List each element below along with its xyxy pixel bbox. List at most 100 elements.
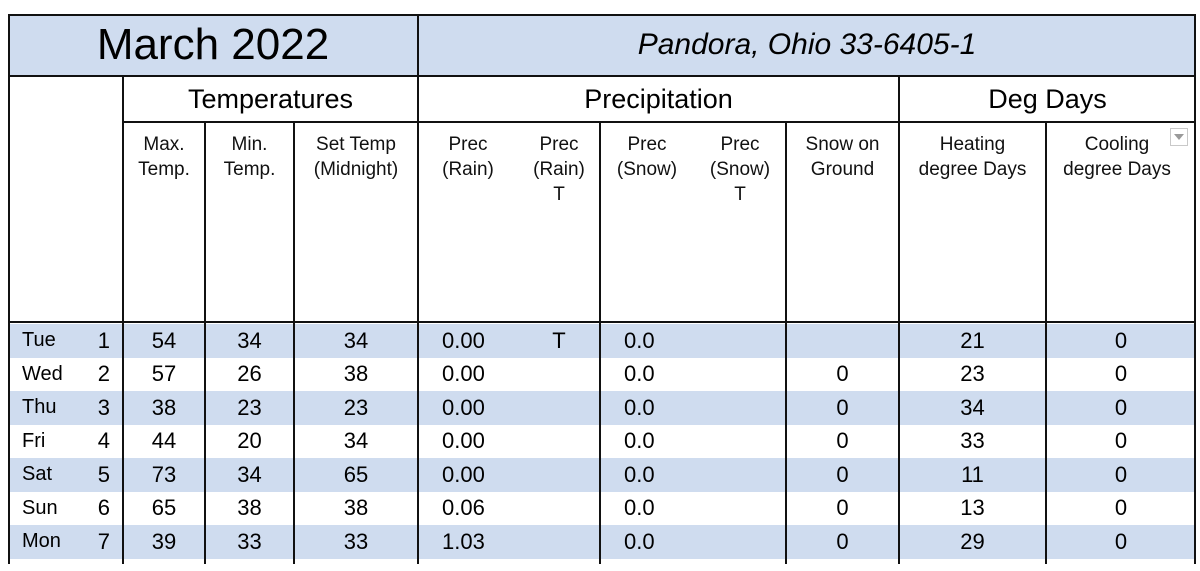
col-header-set-temp: Set Temp (Midnight) <box>313 134 399 180</box>
max-temp-cell: 57 <box>151 361 177 387</box>
grid-line <box>8 14 10 564</box>
prec-snow-t-cell <box>694 391 786 425</box>
table-row: Fri 4 44 20 34 0.00 0.0 0 33 0 <box>8 425 1196 459</box>
weekday-cell: Fri <box>22 429 46 452</box>
max-temp-cell: 39 <box>151 528 177 554</box>
snow-on-ground-cell: 0 <box>836 461 849 487</box>
snow-on-ground-cell: 0 <box>836 394 849 420</box>
month-title: March 2022 <box>8 14 418 76</box>
prec-rain-cell: 1.03 <box>442 528 485 554</box>
grid-line <box>8 75 1196 77</box>
prec-snow-t-cell <box>694 458 786 492</box>
cooling-degree-days-cell: 0 <box>1114 428 1128 454</box>
prec-rain-cell: 0.00 <box>442 327 485 353</box>
grid-line <box>122 76 124 564</box>
weekday-cell: Sun <box>22 496 58 519</box>
weekday-cell: Tue <box>22 329 56 352</box>
prec-snow-t-cell <box>694 492 786 526</box>
col-header-prec-rain-t: Prec (Rain) T <box>533 134 585 205</box>
grid-line <box>1194 14 1196 564</box>
date-cell: 6 <box>97 495 110 521</box>
grid-line <box>417 14 419 564</box>
deg-days-group-header: Deg Days <box>988 83 1107 114</box>
prec-rain-t-cell <box>518 391 600 425</box>
table-row: Tue 1 54 34 34 0.00 T 0.0 21 0 <box>8 324 1196 358</box>
snow-on-ground-cell: 0 <box>836 428 849 454</box>
max-temp-cell: 73 <box>151 461 177 487</box>
prec-snow-cell: 0.0 <box>624 361 655 387</box>
set-temp-cell: 34 <box>343 428 369 454</box>
set-temp-cell: 38 <box>343 495 369 521</box>
cooling-degree-days-cell: 0 <box>1114 528 1128 554</box>
temperatures-group-header: Temperatures <box>187 83 354 114</box>
grid-line <box>204 122 206 564</box>
heating-degree-days-cell: 13 <box>960 495 985 521</box>
col-header-heating-degree-days: Heating degree Days <box>918 134 1027 180</box>
set-temp-cell: 34 <box>343 327 369 353</box>
prec-snow-t-cell <box>694 358 786 392</box>
cooling-degree-days-cell: 0 <box>1114 327 1128 353</box>
cooling-degree-days-cell: 0 <box>1114 461 1128 487</box>
prec-rain-t-cell <box>518 525 600 559</box>
set-temp-cell: 33 <box>343 528 369 554</box>
grid-line <box>1045 122 1047 564</box>
prec-rain-cell: 0.00 <box>442 428 485 454</box>
cooling-degree-days-cell: 0 <box>1114 394 1128 420</box>
col-header-prec-snow: Prec (Snow) <box>616 134 678 180</box>
min-temp-cell: 33 <box>237 528 262 554</box>
location-title: Pandora, Ohio 33-6405-1 <box>418 14 1196 76</box>
col-header-min-temp: Min. Temp. <box>223 134 276 180</box>
snow-on-ground-cell: 0 <box>836 361 849 387</box>
cooling-degree-days-cell: 0 <box>1114 361 1128 387</box>
prec-rain-t-cell <box>518 425 600 459</box>
max-temp-cell: 38 <box>151 394 177 420</box>
min-temp-cell: 23 <box>237 394 262 420</box>
max-temp-cell: 65 <box>151 495 177 521</box>
prec-snow-cell: 0.0 <box>624 428 655 454</box>
col-header-max-temp: Max. Temp. <box>138 134 190 180</box>
snow-on-ground-cell <box>786 324 899 358</box>
set-temp-cell: 65 <box>343 461 369 487</box>
max-temp-cell: 54 <box>151 327 177 353</box>
grid-line <box>8 14 1196 16</box>
snow-on-ground-cell: 0 <box>836 528 849 554</box>
weekday-cell: Sat <box>22 463 53 486</box>
weekday-cell: Mon <box>22 530 61 553</box>
min-temp-cell: 34 <box>237 461 262 487</box>
grid-line <box>122 121 1196 123</box>
prec-rain-t-cell <box>518 492 600 526</box>
prec-snow-cell: 0.0 <box>624 528 655 554</box>
prec-snow-cell: 0.0 <box>624 461 655 487</box>
min-temp-cell: 38 <box>237 495 262 521</box>
table-row: Sun 6 65 38 38 0.06 0.0 0 13 0 <box>8 492 1196 526</box>
date-cell: 3 <box>97 394 110 420</box>
snow-on-ground-cell: 0 <box>836 495 849 521</box>
table-row: Wed 2 57 26 38 0.00 0.0 0 23 0 <box>8 358 1196 392</box>
min-temp-cell: 20 <box>237 428 262 454</box>
heating-degree-days-cell: 34 <box>960 394 985 420</box>
table-row: Mon 7 39 33 33 1.03 0.0 0 29 0 <box>8 525 1196 559</box>
prec-snow-cell: 0.0 <box>624 327 655 353</box>
prec-rain-cell: 0.00 <box>442 361 485 387</box>
col-header-cooling-degree-days: Cooling degree Days <box>1063 134 1171 180</box>
min-temp-cell: 34 <box>237 327 262 353</box>
date-cell: 7 <box>97 528 110 554</box>
chevron-down-icon <box>1174 134 1184 140</box>
prec-snow-cell: 0.0 <box>624 495 655 521</box>
prec-rain-t-cell: T <box>552 327 566 353</box>
grid-line <box>8 321 1196 323</box>
heating-degree-days-cell: 23 <box>960 361 985 387</box>
cooling-degree-days-cell: 0 <box>1114 495 1128 521</box>
prec-snow-cell: 0.0 <box>624 394 655 420</box>
filter-dropdown-button[interactable] <box>1170 128 1188 146</box>
max-temp-cell: 44 <box>151 428 177 454</box>
set-temp-cell: 23 <box>343 394 369 420</box>
table-row: Thu 3 38 23 23 0.00 0.0 0 34 0 <box>8 391 1196 425</box>
prec-rain-cell: 0.06 <box>442 495 485 521</box>
grid-line <box>293 122 295 564</box>
date-cell: 2 <box>97 361 110 387</box>
set-temp-cell: 38 <box>343 361 369 387</box>
prec-snow-t-cell <box>694 324 786 358</box>
prec-rain-cell: 0.00 <box>442 461 485 487</box>
prec-rain-cell: 0.00 <box>442 394 485 420</box>
